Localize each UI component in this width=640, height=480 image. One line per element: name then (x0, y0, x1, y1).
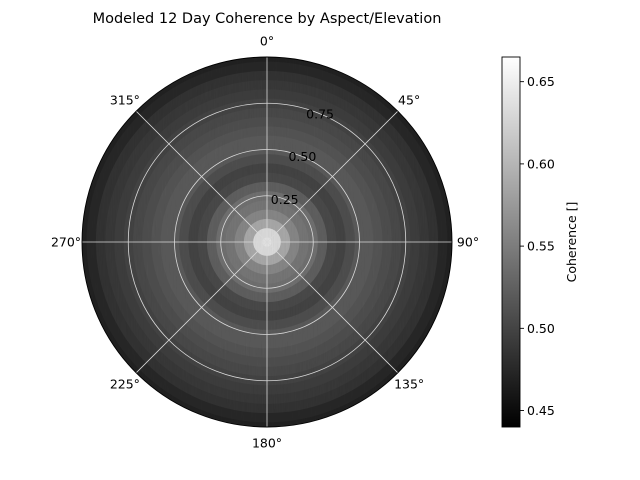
theta-tick-label: 0° (260, 34, 274, 49)
theta-tick-label: 135° (394, 377, 424, 392)
colorbar-label: Coherence [] (564, 202, 579, 283)
theta-grid-line (266, 241, 399, 374)
theta-tick-labels: 0° 45° 90° 135° 180° 225° 270° 315° (51, 34, 479, 451)
theta-grid-line (135, 241, 268, 374)
colorbar-ticks: 0.45 0.50 0.55 0.60 0.65 (520, 74, 555, 418)
colorbar-tick-label: 0.50 (527, 321, 555, 336)
colorbar-tick-label: 0.65 (527, 74, 555, 89)
colorbar: 0.45 0.50 0.55 0.60 0.65 Coherence [] (501, 56, 579, 428)
r-tick-labels: 0.25 0.50 0.75 (271, 106, 334, 206)
theta-grid-line (266, 110, 399, 243)
polar-grid (82, 57, 452, 427)
theta-grid-line (135, 110, 268, 243)
polar-plot-area: 0° 45° 90° 135° 180° 225° 270° 315° 0.25 0.50 0.7… (51, 34, 479, 451)
theta-tick-label: 45° (398, 92, 420, 107)
r-tick-label: 0.25 (271, 192, 299, 207)
colorbar-gradient (501, 56, 521, 428)
theta-tick-label: 180° (252, 436, 282, 451)
theta-tick-label: 270° (51, 235, 81, 250)
colorbar-tick-label: 0.60 (527, 156, 555, 171)
colorbar-tick-label: 0.55 (527, 239, 555, 254)
r-tick-label: 0.50 (288, 149, 316, 164)
theta-tick-label: 315° (110, 92, 140, 107)
theta-tick-label: 90° (457, 235, 479, 250)
colorbar-tick-label: 0.45 (527, 403, 555, 418)
r-tick-label: 0.75 (306, 106, 334, 121)
theta-tick-label: 225° (110, 377, 140, 392)
polar-frame (81, 56, 453, 428)
chart-title: Modeled 12 Day Coherence by Aspect/Eleva… (93, 11, 442, 27)
